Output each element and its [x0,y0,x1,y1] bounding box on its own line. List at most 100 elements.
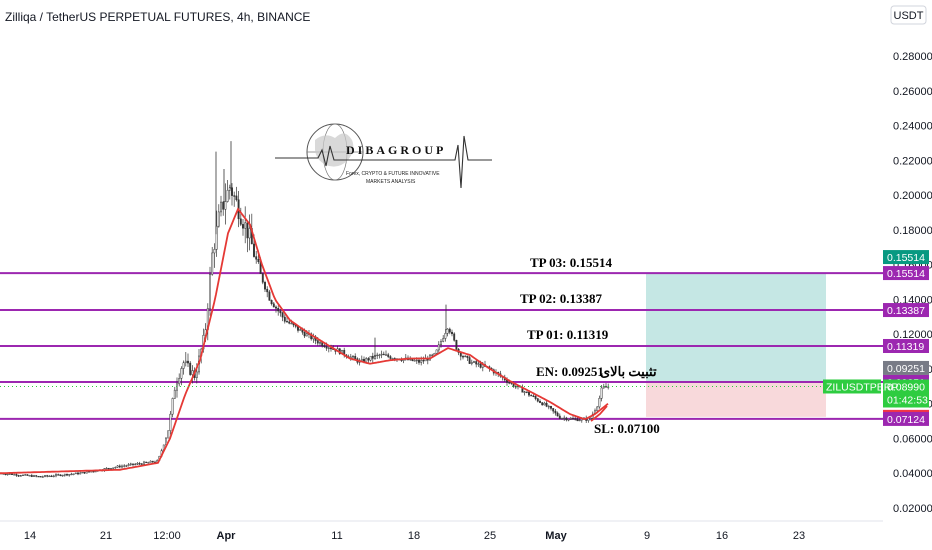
time-axis[interactable]: 14 21 12:00 Apr 11 18 25 May 9 16 23 [24,530,805,542]
level-label-entry: EN: 0.09251 [536,364,604,379]
candle [385,350,387,356]
candle [554,409,557,416]
candle [140,463,143,466]
candle [83,471,86,475]
currency-button[interactable]: USDT [890,5,927,25]
candle [552,408,555,414]
candle [543,401,546,406]
candle [455,339,458,350]
candle [46,474,49,478]
candle [215,210,218,257]
candle [149,460,152,463]
level-label-tp2: TP 02: 0.13387 [520,291,602,306]
dibagroup-logo: DIBAGROUP Forex, CRYPTO & FUTURE INNOVAT… [275,123,492,189]
candle [37,475,40,478]
candle [589,417,592,420]
price-badge-tp2 [883,303,929,318]
candle [389,355,392,360]
candle [77,471,79,476]
target-zone[interactable] [646,273,826,382]
candle [283,314,286,324]
price-badge-sl [883,411,929,426]
level-label-sl: SL: 0.07100 [594,421,660,436]
candle [184,352,187,367]
x-tick-label: 11 [331,530,342,542]
candle [189,361,192,376]
chart-title: Zilliqa / TetherUS PERPETUAL FUTURES, 4h… [5,10,310,24]
candle [180,366,183,386]
candle [272,301,275,308]
y-tick-label: 0.20000 [893,190,932,202]
level-label-tp3: TP 03: 0.15514 [530,255,612,270]
price-badge-text-tp1: 0.11319 [887,341,924,353]
candle [242,219,244,236]
price-badge-text-entry-grey: 0.09251 [887,363,925,375]
y-tick-label: 0.12000 [893,329,932,341]
candle [319,340,321,347]
candle [268,289,271,301]
candle [248,214,251,251]
candle [176,377,178,398]
candle [213,243,216,268]
heartbeat-icon [275,135,492,189]
x-tick-label: 21 [100,530,112,542]
candle [50,474,53,478]
candle [55,473,57,478]
y-tick-label: 0.06000 [893,433,932,445]
candle [151,460,154,464]
candle [26,474,29,476]
candle [576,417,579,422]
candle [68,474,71,477]
candle [360,355,363,362]
candle [224,183,227,225]
logo-name: DIBAGROUP [346,143,446,157]
candle [211,246,214,276]
candle [382,351,385,356]
candle [464,355,467,358]
candle [453,332,456,342]
y-tick-label: 0.26000 [893,86,932,98]
candle [286,317,288,323]
logo-tagline-2: MARKETS ANALYSIS [366,179,416,185]
candle [167,430,170,439]
candle [66,473,68,477]
symbol-badge [823,379,881,394]
candle [473,360,475,363]
candle [61,474,64,477]
candle [547,404,550,410]
price-badge-tp1 [883,338,929,353]
candle [376,352,379,359]
candle [191,365,194,384]
candle [451,329,453,337]
candle [572,415,574,420]
candle [81,471,84,474]
candle [41,475,44,478]
candle [116,465,119,468]
price-badge-text-tp3-green: 0.15514 [887,252,925,264]
candle [13,473,16,476]
logo-tagline-1: Forex, CRYPTO & FUTURE INNOVATIVE [346,171,440,177]
candle [448,327,451,335]
candle [35,474,38,478]
candle [380,350,383,359]
candle [220,195,222,217]
candle [127,462,130,467]
x-tick-label: 18 [408,530,420,542]
stop-zone[interactable] [646,381,826,417]
candle [532,394,535,398]
x-tick-label: Apr [217,530,237,542]
y-tick-label: 0.04000 [893,468,932,480]
candle [264,280,266,293]
candle [275,305,277,313]
candle [530,394,533,397]
candle [561,417,563,420]
candle [134,462,137,466]
candle [239,207,242,227]
candle [567,418,570,422]
candle [468,355,471,365]
level-note-entry: تثبیت بالای [600,364,657,379]
y-tick-label: 0.22000 [893,155,932,167]
candle [217,204,220,228]
candle [143,460,145,465]
